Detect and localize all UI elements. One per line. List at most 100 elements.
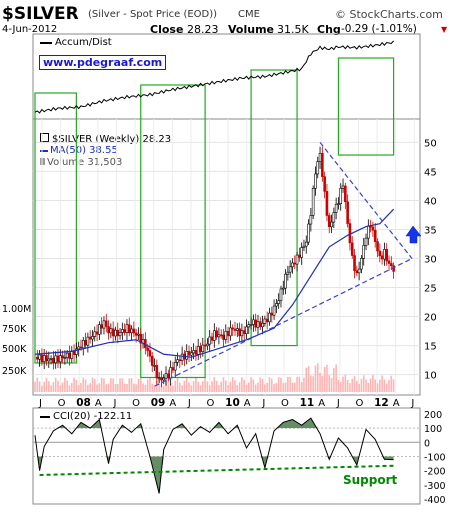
candle-body bbox=[187, 351, 191, 356]
candle-body bbox=[146, 347, 149, 351]
candle-body bbox=[224, 330, 228, 340]
candle-body bbox=[275, 303, 278, 307]
volume-bar bbox=[137, 378, 140, 392]
volume-bar bbox=[195, 377, 197, 392]
candle-body bbox=[247, 324, 251, 328]
volume-tick-label: 250K bbox=[2, 366, 27, 377]
highlight-box bbox=[140, 84, 206, 379]
volume-bar bbox=[307, 366, 310, 392]
candle-body bbox=[231, 327, 234, 330]
volume-bar bbox=[351, 378, 354, 392]
candle-body bbox=[240, 330, 244, 337]
candle-body bbox=[383, 249, 386, 260]
candle-body bbox=[171, 367, 175, 371]
x-tick-label: J bbox=[410, 398, 414, 409]
volume-bar bbox=[41, 385, 43, 392]
volume-bar bbox=[362, 375, 365, 392]
candle-body bbox=[314, 173, 317, 189]
candle-body bbox=[371, 226, 375, 231]
candle-body bbox=[109, 328, 113, 334]
cci-tick-label: 100 bbox=[424, 424, 442, 435]
candle-body bbox=[127, 324, 131, 334]
volume-bar bbox=[119, 378, 121, 392]
x-tick-label: A bbox=[95, 398, 102, 409]
volume-bar bbox=[284, 382, 287, 392]
candle-body bbox=[364, 237, 368, 246]
candle-body bbox=[208, 336, 212, 345]
volume-bar bbox=[121, 378, 124, 392]
candle-body bbox=[261, 323, 264, 328]
cci-tick-label: -400 bbox=[424, 495, 446, 506]
x-tick-label: 10 bbox=[225, 397, 240, 409]
candle-body bbox=[307, 223, 310, 243]
candle-body bbox=[213, 330, 216, 341]
candle-body bbox=[277, 300, 280, 304]
volume-bar bbox=[169, 383, 172, 392]
candle-body bbox=[265, 318, 269, 323]
candle-body bbox=[185, 351, 189, 360]
change-down-icon: ▼ bbox=[441, 25, 448, 34]
candle-body bbox=[217, 334, 221, 338]
volume-bar bbox=[59, 385, 62, 392]
candle-body bbox=[134, 332, 138, 336]
volume-bar bbox=[264, 384, 266, 392]
x-tick-label: 09 bbox=[151, 397, 166, 409]
volume-bar bbox=[126, 383, 128, 392]
candle-body bbox=[242, 330, 246, 334]
candle-body bbox=[350, 242, 354, 256]
accum-panel-frame bbox=[32, 33, 421, 120]
candle-body bbox=[325, 191, 329, 216]
x-tick-label: A bbox=[244, 398, 251, 409]
candle-body bbox=[256, 321, 260, 328]
candle-body bbox=[316, 161, 320, 175]
volume-bar bbox=[75, 380, 78, 392]
volume-bar bbox=[291, 382, 294, 392]
candle-body bbox=[226, 330, 230, 337]
candle-body bbox=[245, 326, 248, 334]
volume-bar bbox=[280, 377, 282, 392]
volume-bar bbox=[156, 380, 158, 392]
resistance-trendline bbox=[319, 142, 413, 259]
candle-body bbox=[86, 336, 90, 346]
accum-dist-legend-text: Accum/Dist bbox=[55, 37, 112, 48]
candle-body bbox=[95, 331, 99, 335]
volume-bar bbox=[107, 383, 110, 392]
candle-body bbox=[344, 185, 347, 203]
volume-bar bbox=[167, 378, 170, 392]
volume-bar bbox=[98, 383, 101, 392]
volume-bar bbox=[206, 381, 209, 392]
candle-body bbox=[102, 320, 106, 329]
volume-bar bbox=[250, 377, 252, 392]
candle-body bbox=[222, 334, 225, 340]
volume-bar bbox=[287, 376, 289, 392]
change-label: Chg bbox=[317, 23, 341, 36]
volume-bar bbox=[116, 383, 119, 392]
volume-bar bbox=[339, 381, 342, 392]
volume-bar bbox=[220, 381, 223, 392]
candle-body bbox=[330, 221, 333, 228]
candle-body bbox=[132, 328, 136, 334]
volume-bar bbox=[185, 377, 188, 392]
candle-body bbox=[355, 270, 359, 274]
volume-bar bbox=[66, 380, 68, 392]
candle-body bbox=[125, 324, 129, 333]
volume-bar bbox=[222, 377, 225, 392]
candle-body bbox=[157, 377, 161, 380]
candle-body bbox=[61, 355, 64, 359]
candle-body bbox=[190, 352, 193, 356]
website-watermark: www.pdegraaf.com bbox=[39, 55, 167, 70]
volume-bar bbox=[353, 375, 356, 392]
cci-tick-label: -100 bbox=[424, 453, 446, 464]
volume-bar bbox=[176, 377, 179, 392]
cci-oversold-fill bbox=[35, 456, 394, 494]
candle-body bbox=[327, 215, 331, 228]
candle-body bbox=[203, 344, 207, 347]
candle-body bbox=[291, 262, 294, 268]
candle-body bbox=[139, 333, 143, 344]
price-tick-label: 40 bbox=[424, 196, 437, 207]
volume-bar bbox=[123, 383, 126, 392]
candle-body bbox=[337, 203, 340, 205]
volume-bar bbox=[381, 375, 383, 392]
volume-bar bbox=[218, 385, 220, 392]
candle-body bbox=[160, 377, 163, 381]
